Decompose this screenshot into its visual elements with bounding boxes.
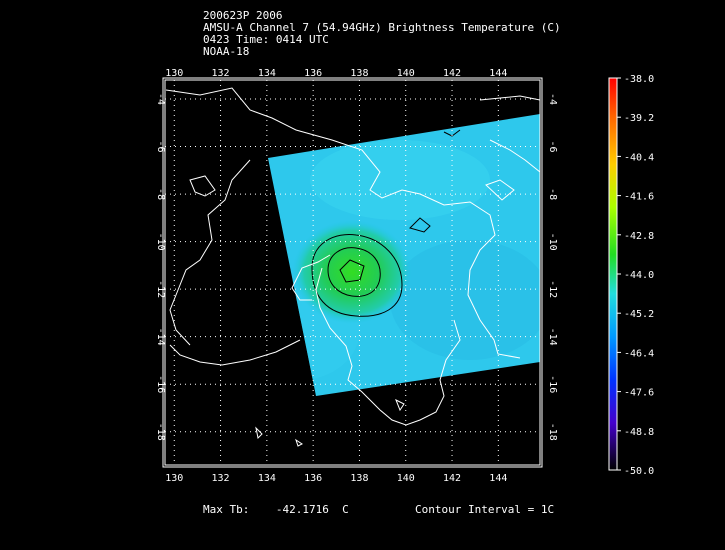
lat-tick-label-left: -8 xyxy=(155,188,166,200)
map-frame xyxy=(164,79,541,466)
lat-tick-label-right: -6 xyxy=(547,141,558,153)
lon-tick-label-bottom: 142 xyxy=(443,473,461,484)
lon-tick-label-top: 132 xyxy=(212,68,230,79)
lat-tick-label-right: -8 xyxy=(547,188,558,200)
max-tb-label: Max Tb: xyxy=(203,503,250,516)
lat-tick-label-left: -4 xyxy=(155,93,166,105)
lon-tick-label-top: 130 xyxy=(165,68,183,79)
colorbar-label: -38.0 xyxy=(624,74,654,85)
lon-tick-label-top: 144 xyxy=(489,68,507,79)
lon-tick-label-bottom: 140 xyxy=(397,473,415,484)
header-line-2: AMSU-A Channel 7 (54.94GHz) Brightness T… xyxy=(203,21,561,34)
lat-tick-label-right: -14 xyxy=(547,328,558,346)
colorbar-label: -44.0 xyxy=(624,270,654,281)
map-frame-outer xyxy=(162,77,543,468)
lat-tick-label-right: -16 xyxy=(547,375,558,393)
lat-tick-label-left: -6 xyxy=(155,141,166,153)
colorbar-label: -41.6 xyxy=(624,192,654,203)
lon-tick-label-top: 138 xyxy=(350,68,368,79)
lon-tick-label-bottom: 134 xyxy=(258,473,276,484)
lat-tick-label-left: -10 xyxy=(155,233,166,251)
lon-tick-label-bottom: 144 xyxy=(489,473,507,484)
colorbar-label: -42.8 xyxy=(624,231,654,242)
map-header: 200623P 2006 AMSU-A Channel 7 (54.94GHz)… xyxy=(203,10,561,58)
colorbar-label: -47.6 xyxy=(624,388,654,399)
warm-core-region xyxy=(292,220,412,324)
lat-tick-label-left: -14 xyxy=(155,328,166,346)
lat-tick-label-right: -4 xyxy=(547,93,558,105)
colorbar-label: -50.0 xyxy=(624,466,654,477)
lat-tick-label-right: -18 xyxy=(547,423,558,441)
lon-tick-label-top: 140 xyxy=(397,68,415,79)
lon-tick-label-top: 142 xyxy=(443,68,461,79)
header-line-4: NOAA-18 xyxy=(203,45,250,58)
lat-tick-label-left: -18 xyxy=(155,423,166,441)
colorbar-label: -40.4 xyxy=(624,152,654,163)
max-tb-unit: C xyxy=(342,503,349,516)
header-line-1: 200623P 2006 xyxy=(203,9,283,22)
colorbar-label: -39.2 xyxy=(624,113,654,124)
lat-tick-label-left: -12 xyxy=(155,280,166,298)
lon-tick-label-top: 136 xyxy=(304,68,322,79)
lon-tick-label-bottom: 136 xyxy=(304,473,322,484)
lat-tick-label-right: -12 xyxy=(547,280,558,298)
graticule xyxy=(165,80,540,465)
colorbar xyxy=(608,77,618,471)
contour-interval: Contour Interval = 1C xyxy=(415,503,555,516)
coastlines xyxy=(165,87,541,447)
lon-tick-label-top: 134 xyxy=(258,68,276,79)
max-tb-readout: Max Tb: -42.1716 C xyxy=(203,503,349,516)
contour-lines xyxy=(311,129,461,317)
colorbar-label: -46.4 xyxy=(624,348,654,359)
max-tb-value: -42.1716 xyxy=(275,503,329,516)
lon-tick-label-bottom: 130 xyxy=(165,473,183,484)
lon-tick-label-bottom: 132 xyxy=(212,473,230,484)
colorbar-label: -45.2 xyxy=(624,309,654,320)
lat-tick-label-right: -10 xyxy=(547,233,558,251)
colorbar-labels: -38.0 -39.2 -40.4 -41.6 -42.8 -44.0 -45.2 -46.4… xyxy=(617,74,654,477)
lon-tick-label-bottom: 138 xyxy=(350,473,368,484)
header-line-3: 0423 Time: 0414 UTC xyxy=(203,33,329,46)
axis-ticks: 130 130 132 132 134 134 136 136 138 138 140 140 142 1… xyxy=(155,68,558,484)
lat-tick-label-left: -16 xyxy=(155,375,166,393)
colorbar-label: -48.8 xyxy=(624,427,654,438)
